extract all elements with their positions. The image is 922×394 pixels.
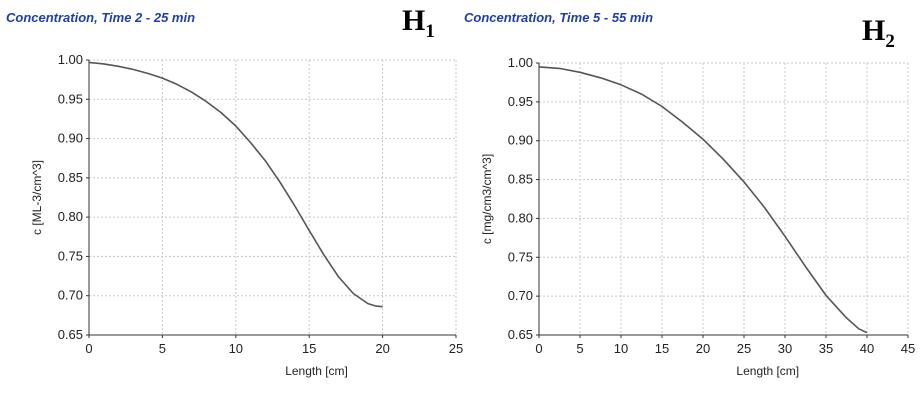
x-tick-label: 15 — [302, 341, 316, 356]
line-chart-2: 0 5 10 15 20 25 30 35 40 45 0.65 0.70 0.75 0.80 0.85 0.… — [480, 55, 915, 378]
panel-tag-index: 2 — [885, 31, 895, 52]
y-tick-label: 0.65 — [508, 327, 533, 342]
y-tick-label: 0.75 — [508, 249, 533, 264]
x-tick-label: 20 — [696, 341, 710, 356]
panel-tag-letter: H — [862, 14, 886, 47]
y-tick-label: 0.70 — [58, 288, 83, 303]
line-chart-1: 0 5 10 15 20 25 0.65 0.70 0.75 0.80 0.85 0.90 0.95 1.… — [30, 52, 463, 378]
x-tick-label: 10 — [229, 341, 243, 356]
series-line — [538, 66, 868, 334]
y-tick-label: 0.65 — [58, 327, 83, 342]
x-axis-label: Length [cm] — [736, 364, 799, 378]
y-axis-label: c [mg/cm3/cm^3] — [480, 154, 494, 244]
y-tick-label: 1.00 — [58, 52, 83, 67]
x-tick-label: 25 — [737, 341, 751, 356]
x-tick-label: 10 — [614, 341, 628, 356]
x-tick-label: 15 — [655, 341, 669, 356]
chart-title: Concentration, Time 2 - 25 min — [6, 10, 196, 25]
x-tick-label: 0 — [85, 341, 92, 356]
y-axis-label: c [ML-3/cm^3] — [30, 160, 44, 235]
x-tick-label: 25 — [449, 341, 463, 356]
y-tick-label: 0.70 — [508, 288, 533, 303]
y-tick-label: 0.80 — [508, 210, 533, 225]
x-tick-label: 0 — [535, 341, 542, 356]
y-tick-label: 0.85 — [58, 170, 83, 185]
chart-panel-2: Concentration, Time 5 - 55 min H2 0 5 10 15… — [461, 0, 922, 394]
y-tick-label: 1.00 — [508, 55, 533, 70]
chart-panel-1: Concentration, Time 2 - 25 min H1 0 5 10 15… — [6, 4, 463, 378]
x-tick-label: 35 — [819, 341, 833, 356]
panel-tag-index: 1 — [425, 21, 435, 42]
y-tick-label: 0.90 — [508, 133, 533, 148]
panel-tag-letter: H — [402, 4, 426, 37]
panel-tag: H2 — [862, 14, 895, 53]
panel-tag: H1 — [402, 4, 435, 43]
x-tick-label: 40 — [860, 341, 874, 356]
series-line — [88, 61, 383, 308]
x-tick-label: 5 — [159, 341, 166, 356]
y-tick-label: 0.80 — [58, 209, 83, 224]
y-tick-label: 0.85 — [508, 172, 533, 187]
x-tick-label: 45 — [901, 341, 915, 356]
x-tick-label: 5 — [576, 341, 583, 356]
y-tick-label: 0.75 — [58, 248, 83, 263]
x-tick-label: 20 — [375, 341, 389, 356]
plot-area — [89, 60, 456, 335]
y-tick-label: 0.95 — [58, 91, 83, 106]
y-tick-label: 0.90 — [58, 131, 83, 146]
x-axis-label: Length [cm] — [285, 364, 348, 378]
chart-title: Concentration, Time 5 - 55 min — [464, 10, 654, 25]
plot-area — [539, 63, 908, 335]
x-tick-label: 30 — [778, 341, 792, 356]
y-tick-label: 0.95 — [508, 94, 533, 109]
